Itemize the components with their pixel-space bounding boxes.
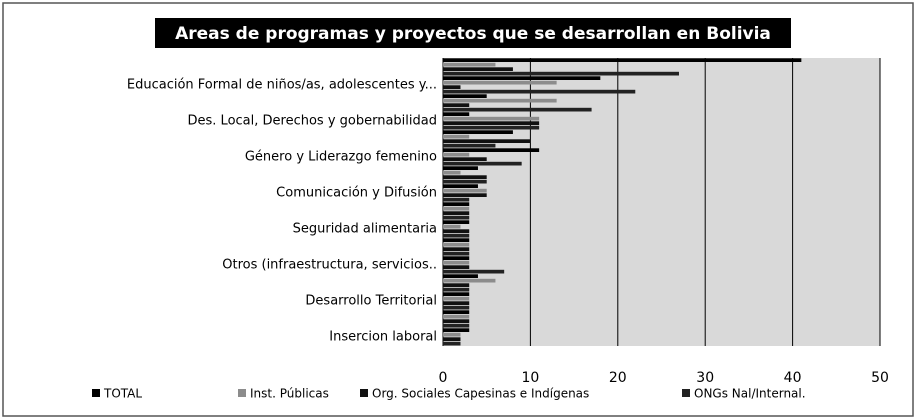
bar: [443, 301, 470, 305]
bar: [443, 341, 461, 346]
legend-label: Inst. Públicas: [250, 387, 329, 401]
bar: [443, 206, 470, 211]
bar: [443, 328, 470, 332]
bar: [443, 323, 470, 328]
legend-label: TOTAL: [103, 387, 142, 401]
title-box: [155, 18, 791, 48]
bar: [443, 296, 470, 301]
bar: [443, 274, 478, 278]
bar: [443, 116, 540, 121]
legend-swatch: [92, 389, 100, 397]
legend-swatch: [238, 389, 246, 397]
legend-swatch: [360, 389, 368, 397]
bar: [443, 184, 478, 188]
legend-label: ONGs Nal/Internal.: [694, 387, 806, 401]
y-tick-label: Otros (infraestructura, servicios..: [222, 258, 437, 273]
bar: [443, 125, 540, 130]
bar: [443, 85, 461, 89]
bar: [443, 251, 470, 256]
bar: [443, 242, 470, 247]
chart-title: Areas de programas y proyectos que se de…: [175, 24, 771, 44]
bar: [443, 152, 470, 157]
bar: [443, 58, 802, 62]
bar: [443, 319, 470, 323]
bar: [443, 71, 679, 76]
bar: [443, 202, 470, 206]
y-tick-label: Educación Formal de niños/as, adolescent…: [127, 78, 437, 93]
bar: [443, 233, 470, 238]
bar: [443, 287, 470, 292]
bar: [443, 197, 470, 202]
bar: [443, 283, 470, 287]
bar: [443, 265, 470, 269]
bar: [443, 121, 540, 125]
bar: [443, 238, 470, 242]
bar: [443, 157, 487, 161]
bar: [443, 76, 601, 80]
bar: [443, 269, 505, 274]
bar: [443, 332, 461, 337]
bar: [443, 278, 496, 283]
y-tick-label: Comunicación y Difusión: [276, 186, 437, 201]
x-tick-label: 10: [521, 370, 539, 386]
bar: [443, 337, 461, 341]
legend-label: Org. Sociales Capesinas e Indígenas: [372, 387, 589, 401]
bar: [443, 98, 557, 103]
bar: [443, 215, 470, 220]
bar: [443, 256, 470, 260]
bar: [443, 112, 470, 116]
bar: [443, 170, 461, 175]
legend-swatch: [682, 389, 690, 397]
y-tick-label: Insercion laboral: [329, 330, 437, 345]
bar: [443, 103, 470, 107]
y-tick-label: Seguridad alimentaria: [293, 222, 437, 237]
x-tick-label: 50: [871, 370, 889, 386]
bar: [443, 188, 487, 193]
bar: [443, 211, 470, 215]
bar: [443, 161, 522, 166]
bar: [443, 179, 487, 184]
x-tick-label: 40: [784, 370, 802, 386]
bar: [443, 107, 592, 112]
bar: [443, 292, 470, 296]
bar: [443, 89, 636, 94]
y-tick-label: Género y Liderazgo femenino: [245, 150, 437, 165]
bar: [443, 139, 531, 143]
plot-area: [443, 58, 880, 346]
bar: [443, 134, 470, 139]
bar: [443, 220, 470, 224]
bar: [443, 229, 470, 233]
bar: [443, 148, 540, 152]
x-tick-label: 0: [439, 370, 448, 386]
bar: [443, 193, 487, 197]
bar: [443, 310, 470, 314]
x-tick-label: 20: [609, 370, 627, 386]
y-tick-label: Desarrollo Territorial: [305, 294, 437, 309]
bar: [443, 175, 487, 179]
y-tick-label: Des. Local, Derechos y gobernabilidad: [188, 114, 437, 129]
bar: [443, 224, 461, 229]
bar: [443, 305, 470, 310]
bar: [443, 314, 470, 319]
bar: [443, 62, 496, 67]
bar: [443, 80, 557, 85]
bar: [443, 166, 478, 170]
bar: [443, 130, 513, 134]
x-tick-label: 30: [696, 370, 714, 386]
bar: [443, 67, 513, 71]
bar: [443, 247, 470, 251]
bar: [443, 143, 496, 148]
bar: [443, 260, 470, 265]
bar: [443, 94, 487, 98]
